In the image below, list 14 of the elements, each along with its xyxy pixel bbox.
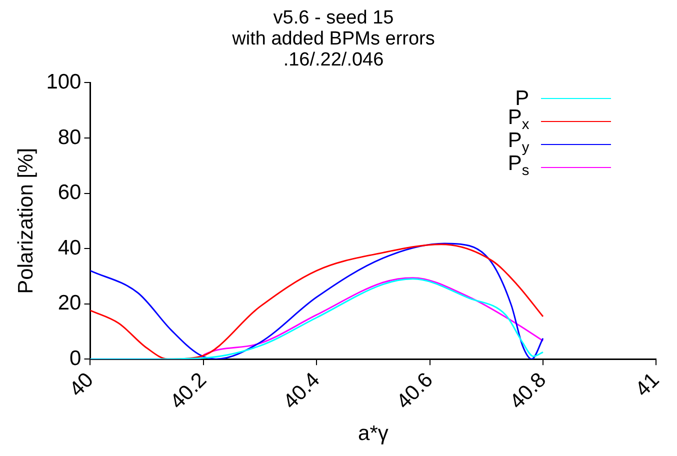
y-tick-label: 100 bbox=[46, 70, 82, 94]
y-tick-label: 80 bbox=[58, 126, 82, 149]
y-tick-label: 0 bbox=[70, 346, 82, 370]
y-tick-label: 60 bbox=[58, 181, 82, 204]
x-tick-label: 40.2 bbox=[166, 368, 212, 414]
y-tick-label: 20 bbox=[58, 292, 82, 315]
x-tick-label: 40.4 bbox=[279, 368, 324, 414]
x-tick-label: 40.8 bbox=[505, 368, 551, 414]
x-tick-label: 41 bbox=[631, 368, 664, 402]
x-axis-title: a*γ bbox=[358, 422, 389, 446]
y-tick-label: 40 bbox=[58, 236, 82, 260]
x-tick-label: 40.6 bbox=[392, 368, 438, 414]
y-axis-title: Polarization [%] bbox=[14, 148, 38, 294]
chart-title: v5.6 - seed 15 with added BPMs errors .16/.22/.046 bbox=[231, 8, 435, 70]
